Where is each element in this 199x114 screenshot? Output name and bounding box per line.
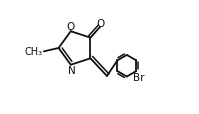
Text: O: O [66, 22, 74, 31]
Text: O: O [97, 18, 105, 28]
Text: Br: Br [133, 72, 144, 82]
Text: N: N [68, 66, 76, 75]
Text: CH₃: CH₃ [24, 47, 42, 57]
